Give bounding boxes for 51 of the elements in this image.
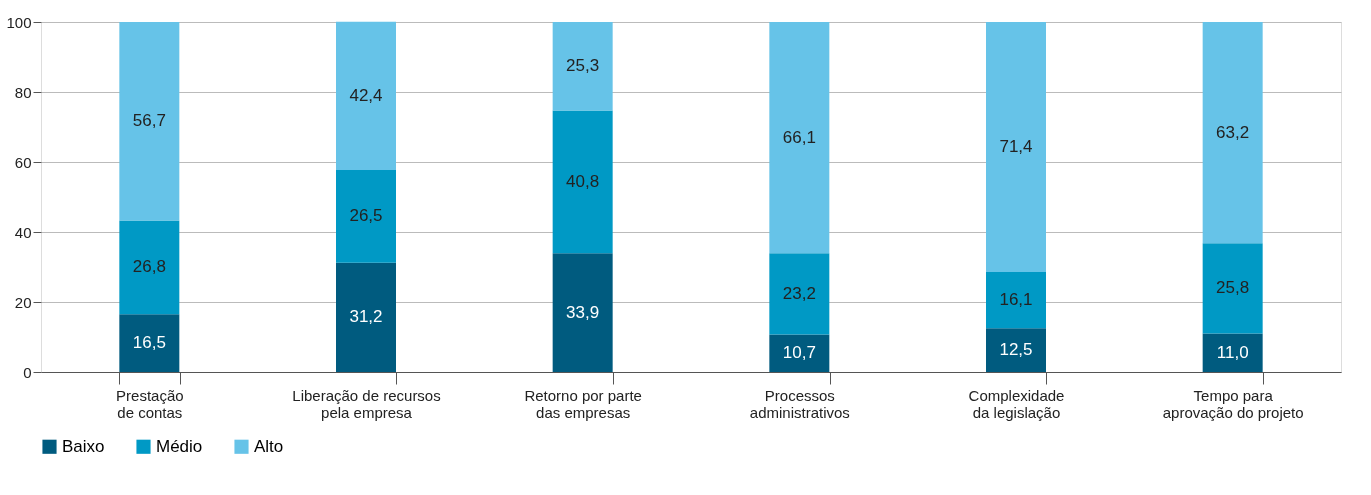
bar — [119, 220, 180, 315]
x-tick-label: Tempo para aprovação do projeto — [1162, 386, 1304, 421]
data-label: 40,8 — [566, 171, 600, 191]
data-label: 11,0 — [1216, 342, 1249, 362]
x-tick-label: Retorno por parte das empresas — [524, 386, 642, 421]
legend-label: Alto — [254, 436, 284, 456]
legend-label: Médio — [156, 436, 203, 456]
data-label: 66,1 — [782, 127, 816, 147]
y-tick-label: 20 — [14, 293, 32, 311]
data-label: 26,5 — [349, 206, 383, 226]
data-label: 10,7 — [782, 343, 816, 363]
bar — [336, 170, 396, 263]
y-tick-label: 40 — [14, 223, 32, 241]
bar — [769, 253, 830, 335]
x-tick-label: Liberação de recursos pela empresa — [292, 386, 441, 421]
data-label: 71,4 — [999, 136, 1033, 156]
y-tick-label: 80 — [14, 83, 32, 101]
bar — [552, 253, 613, 372]
bar — [1202, 333, 1263, 372]
bar — [986, 22, 1046, 272]
data-label: 56,7 — [132, 111, 166, 131]
data-label: 63,2 — [1216, 122, 1250, 142]
data-label: 16,5 — [132, 333, 166, 353]
bar — [1202, 22, 1263, 244]
data-label: 16,1 — [999, 290, 1033, 310]
y-tick-label: 100 — [6, 13, 32, 31]
x-tick-label: Processos administrativos — [749, 386, 850, 421]
y-tick-label: 60 — [14, 153, 32, 171]
data-label: 12,5 — [999, 340, 1033, 360]
data-label: 23,2 — [782, 283, 816, 303]
bar — [552, 110, 613, 254]
bar — [119, 314, 180, 372]
bar — [119, 22, 180, 221]
data-label: 26,8 — [132, 257, 166, 277]
bar — [986, 271, 1046, 329]
bar — [336, 262, 396, 372]
bar — [769, 334, 830, 372]
data-label: 33,9 — [566, 302, 600, 322]
data-label: 25,8 — [1216, 278, 1250, 298]
bar — [769, 22, 830, 254]
data-label: 42,4 — [349, 85, 383, 105]
data-label: 31,2 — [349, 307, 383, 327]
bar — [552, 22, 613, 111]
x-tick-label: Complexidade da legislação — [968, 386, 1065, 421]
data-label: 25,3 — [566, 56, 600, 76]
legend-label: Baixo — [62, 436, 105, 456]
bar — [986, 328, 1046, 372]
bar — [1202, 243, 1263, 334]
bar — [336, 21, 396, 171]
y-tick-label: 0 — [23, 363, 32, 381]
x-tick-label: Prestação de contas — [116, 386, 184, 421]
